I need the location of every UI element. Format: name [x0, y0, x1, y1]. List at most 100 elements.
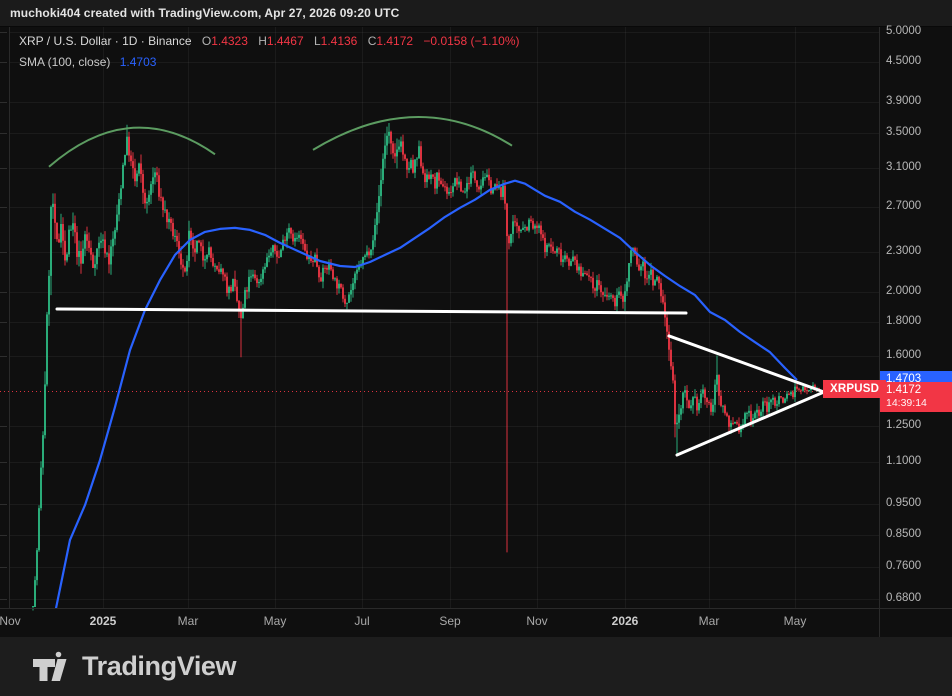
candle-body [778, 396, 780, 405]
candle-body [582, 273, 584, 277]
candle-body [374, 224, 376, 241]
chart-stage[interactable]: XRP / U.S. Dollar · 1D · Binance O1.4323… [0, 25, 952, 637]
arc-drawing-2[interactable] [312, 115, 513, 151]
candle-body [538, 225, 540, 228]
time-tick-label: May [783, 614, 807, 628]
candle-body [326, 267, 328, 270]
candle-body [154, 172, 156, 178]
candle-body [756, 409, 758, 413]
candle-body [564, 255, 566, 260]
candle-body [786, 393, 788, 399]
candle-body [630, 250, 632, 264]
trendline-triangle-lower[interactable] [675, 390, 826, 457]
price-chart-canvas[interactable] [0, 27, 952, 637]
legend-symbol-row[interactable]: XRP / U.S. Dollar · 1D · Binance O1.4323… [19, 33, 520, 49]
candle-body [474, 171, 476, 181]
candle-body [108, 253, 110, 265]
candle-body [62, 224, 64, 241]
candle-body [280, 249, 282, 258]
candle-body [566, 255, 568, 259]
trendline-resistance[interactable] [55, 307, 688, 315]
candle-body [750, 410, 752, 422]
candle-body [32, 606, 34, 607]
candle-body [806, 390, 808, 392]
tradingview-logo-icon[interactable] [30, 649, 70, 685]
trendline-triangle-upper[interactable] [667, 334, 826, 394]
candle-body [442, 184, 444, 187]
candle-body [338, 283, 340, 289]
sma-indicator-label[interactable]: SMA (100, close) [19, 55, 111, 69]
candle-body [70, 229, 72, 231]
candle-body [704, 389, 706, 398]
candle-body [782, 397, 784, 403]
candle-body [658, 276, 660, 284]
price-axis[interactable]: 1.4703 1.4172 14:39:14 5.0000 4.5000 3.900… [880, 25, 952, 608]
candle-body [328, 263, 330, 270]
sma-line[interactable] [54, 179, 798, 609]
legend-sma-row[interactable]: SMA (100, close) 1.4703 [19, 54, 520, 70]
candlestick-series[interactable] [32, 122, 820, 611]
candle-body [586, 273, 588, 276]
chart-legend[interactable]: XRP / U.S. Dollar · 1D · Binance O1.4323… [19, 33, 520, 75]
candle-body [608, 295, 610, 297]
candle-body [236, 286, 238, 301]
candle-body [636, 254, 638, 265]
candle-body [700, 393, 702, 404]
candle-body [164, 209, 166, 211]
candle-body [286, 232, 288, 241]
candle-body [252, 274, 254, 277]
candle-body [466, 183, 468, 192]
candle-body [268, 255, 270, 258]
open-value: 1.4323 [211, 34, 248, 48]
candle-body [720, 395, 722, 406]
candle-body [216, 265, 218, 270]
candle-body [728, 415, 730, 427]
candle-body [226, 276, 228, 293]
candle-body [72, 223, 74, 230]
candle-body [52, 203, 54, 207]
candle-body [652, 269, 654, 286]
candle-body [400, 141, 402, 147]
candle-body [118, 199, 120, 215]
candle-body [126, 136, 128, 155]
close-value: 1.4172 [376, 34, 414, 48]
candle-body [80, 251, 82, 264]
candle-body [430, 174, 432, 179]
symbol-title[interactable]: XRP / U.S. Dollar · 1D · Binance [19, 34, 192, 48]
candle-body [380, 180, 382, 197]
candle-body [372, 240, 374, 250]
candle-body [212, 257, 214, 266]
candle-body [760, 411, 762, 416]
candle-body [312, 261, 314, 263]
candle-body [54, 203, 56, 223]
time-axis[interactable]: Nov 2025 Mar May Jul Sep Nov 2026 Mar May [0, 608, 952, 637]
candle-body [406, 158, 408, 170]
candle-body [412, 159, 414, 173]
candle-body [60, 224, 62, 243]
candle-body [96, 248, 98, 265]
candle-body [414, 159, 416, 173]
candle-body [606, 294, 608, 297]
candle-body [104, 239, 106, 254]
tradingview-wordmark[interactable]: TradingView [82, 651, 237, 681]
candle-body [612, 295, 614, 298]
candle-body [116, 214, 118, 231]
candle-body [172, 222, 174, 237]
high-value: 1.4467 [266, 34, 304, 48]
candle-body [748, 410, 750, 413]
candle-body [432, 174, 434, 177]
xrpusd-flag-label[interactable]: XRPUSD [823, 379, 887, 398]
candle-body [228, 286, 230, 293]
candle-body [676, 422, 678, 425]
candle-body [772, 397, 774, 400]
candle-body [40, 467, 42, 509]
price-tick-label: 0.7600 [886, 559, 922, 572]
candle-body [788, 393, 790, 395]
candle-body [176, 235, 178, 242]
candle-body [110, 246, 112, 265]
candle-body [130, 155, 132, 162]
arc-drawing-1[interactable] [48, 126, 216, 168]
candle-body [160, 196, 162, 198]
candle-body [128, 136, 130, 156]
time-tick-label: 2026 [611, 614, 639, 628]
